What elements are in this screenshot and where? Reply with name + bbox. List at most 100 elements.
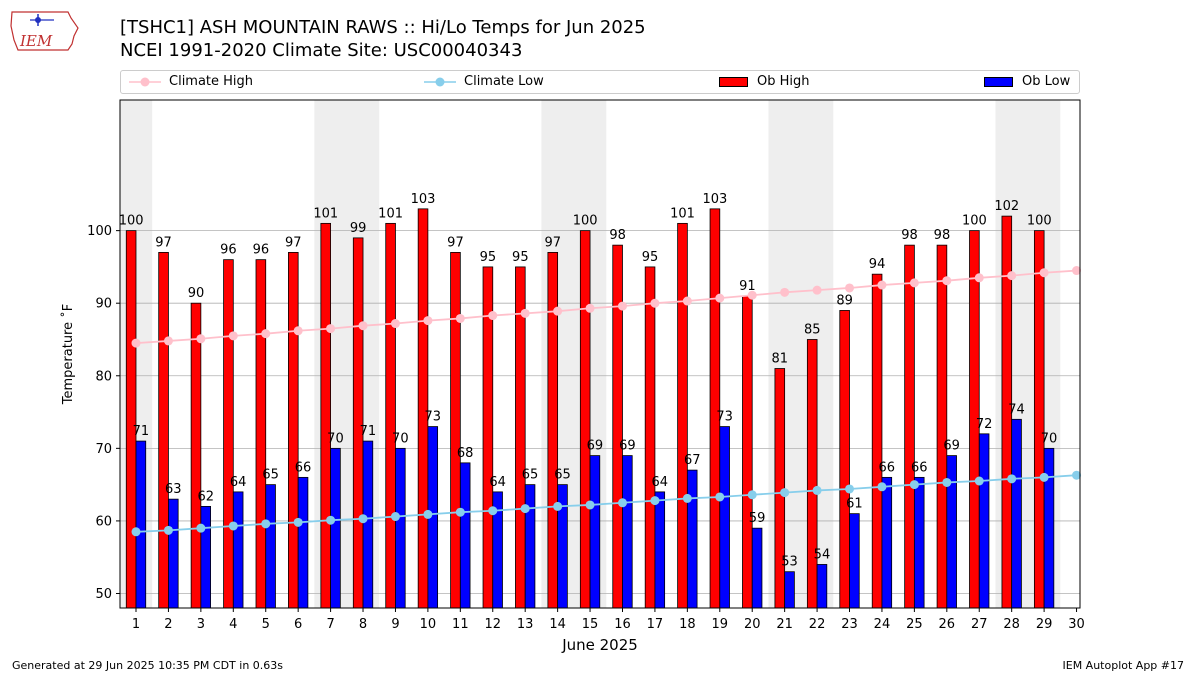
ob-low-label: 73 <box>716 410 733 425</box>
climate-low-point <box>455 507 465 517</box>
chart-title: [TSHC1] ASH MOUNTAIN RAWS :: Hi/Lo Temps… <box>120 17 646 38</box>
ob-high-bar <box>190 302 202 609</box>
ob-high-label: 97 <box>544 235 561 250</box>
ob-high-label: 95 <box>480 250 497 265</box>
ob-low-bar <box>1043 447 1055 609</box>
ob-low-bar <box>265 484 276 609</box>
ob-low-label: 61 <box>846 497 863 512</box>
climate-low-point <box>1072 470 1082 480</box>
ob-high-label: 101 <box>378 206 403 221</box>
ob-low-label: 74 <box>1008 402 1025 417</box>
x-tick-label: 4 <box>229 617 237 632</box>
ob-low-label: 71 <box>133 424 150 439</box>
climate-high-point <box>617 301 627 311</box>
ob-high-label: 100 <box>962 214 987 229</box>
ob-low-label: 64 <box>230 475 247 490</box>
ob-high-bar <box>774 368 786 609</box>
climate-low-point <box>942 477 952 487</box>
x-tick-label: 23 <box>841 617 858 632</box>
ob-low-label: 73 <box>424 410 441 425</box>
legend-ob-high-label: Ob High <box>757 74 810 89</box>
ob-high-label: 98 <box>934 228 951 243</box>
climate-high-point <box>390 319 400 329</box>
climate-high-point <box>423 316 433 326</box>
ob-low-label: 69 <box>619 439 636 454</box>
ob-high-label: 102 <box>994 199 1019 214</box>
climate-low-point <box>617 498 627 508</box>
climate-high-point <box>293 326 303 336</box>
plot-frame <box>119 99 1081 609</box>
climate-low-point <box>423 509 433 519</box>
ob-low-label: 62 <box>197 489 214 504</box>
climate-high-point <box>261 329 271 339</box>
legend-climate-high: Climate High <box>129 74 253 89</box>
x-tick-label: 20 <box>744 617 761 632</box>
ob-low-bar <box>200 505 211 609</box>
ob-high-label: 81 <box>772 352 789 367</box>
ob-low-label: 59 <box>749 511 766 526</box>
ob-low-bar <box>232 491 244 609</box>
climate-low-point <box>909 480 919 490</box>
ob-low-bar <box>719 426 730 609</box>
climate-low-point <box>1007 474 1017 484</box>
x-tick-label: 16 <box>614 617 631 632</box>
ob-low-bar <box>362 440 374 609</box>
ob-high-label: 98 <box>609 228 626 243</box>
x-tick-label: 30 <box>1068 617 1085 632</box>
ob-low-bar <box>168 498 179 609</box>
x-tick-label: 13 <box>517 617 534 632</box>
climate-low-point <box>261 519 271 529</box>
climate-high-point <box>196 334 206 344</box>
x-tick-label: 24 <box>874 617 891 632</box>
ob-high-label: 97 <box>447 235 464 250</box>
ob-high-label: 97 <box>285 235 302 250</box>
ob-high-bar <box>515 266 526 609</box>
ob-high-bar <box>158 251 169 609</box>
ob-high-bar <box>839 310 850 609</box>
ob-low-swatch-icon <box>984 76 1013 87</box>
legend-climate-high-label: Climate High <box>169 74 254 89</box>
ob-high-label: 85 <box>804 322 821 337</box>
climate-low-point <box>358 514 368 524</box>
climate-low-point <box>196 523 206 533</box>
ob-low-bar <box>589 455 601 609</box>
legend-climate-low-label: Climate Low <box>464 74 544 89</box>
ob-high-bar <box>806 339 818 609</box>
climate-high-point <box>585 303 595 313</box>
ob-high-label: 96 <box>253 243 270 258</box>
climate-high-point <box>974 273 984 283</box>
climate-low-point <box>163 525 173 535</box>
ob-high-label: 94 <box>869 257 886 272</box>
ob-high-label: 100 <box>573 214 598 229</box>
ob-low-label: 65 <box>262 468 279 483</box>
climate-low-line-icon <box>424 77 456 86</box>
x-tick-label: 15 <box>582 617 599 632</box>
climate-high-point <box>812 285 822 295</box>
ob-low-bar <box>816 564 828 609</box>
climate-high-point <box>877 280 887 290</box>
climate-low-point <box>390 512 400 522</box>
climate-high-point <box>650 298 660 308</box>
x-tick-label: 11 <box>452 617 469 632</box>
climate-low-point <box>326 515 336 525</box>
ob-high-bar <box>320 222 331 609</box>
ob-low-bar <box>686 469 698 609</box>
ob-high-bar <box>352 237 364 609</box>
climate-high-point <box>553 306 563 316</box>
x-tick-label: 25 <box>906 617 923 632</box>
ob-high-label: 97 <box>155 235 172 250</box>
ob-low-bar <box>395 447 406 609</box>
climate-low-point <box>650 496 660 506</box>
x-tick-label: 19 <box>712 617 729 632</box>
bar-value-labels: 100 97 90 96 96 97 101 99 101 103 97 95 95 97 100 98 95 1… <box>119 192 1058 570</box>
legend-climate-low: Climate Low <box>424 74 544 89</box>
ob-low-label: 70 <box>327 431 344 446</box>
ob-low-label: 71 <box>360 424 377 439</box>
ob-high-bar <box>125 230 137 609</box>
ob-low-label: 64 <box>489 475 506 490</box>
y-tick-label: 80 <box>95 369 112 384</box>
ob-low-bar <box>459 462 471 609</box>
climate-high-point <box>747 290 757 300</box>
x-tick-label: 29 <box>1036 617 1053 632</box>
